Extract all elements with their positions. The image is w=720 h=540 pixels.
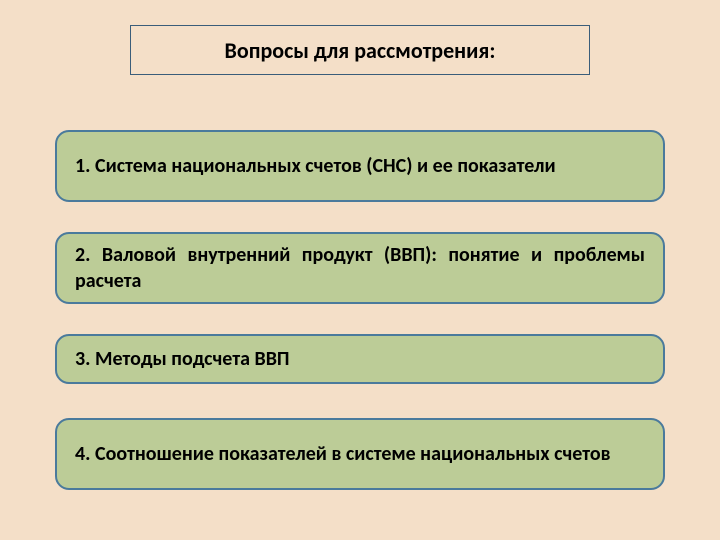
question-text-3: 3. Методы подсчета ВВП — [75, 346, 645, 372]
title-box: Вопросы для рассмотрения: — [130, 25, 590, 75]
question-text-4: 4. Соотношение показателей в системе нац… — [75, 441, 645, 467]
question-text-1: 1. Система национальных счетов (СНС) и е… — [75, 153, 645, 179]
question-text-2: 2. Валовой внутренний продукт (ВВП): пон… — [75, 242, 645, 294]
question-item-2: 2. Валовой внутренний продукт (ВВП): пон… — [55, 232, 665, 304]
question-item-1: 1. Система национальных счетов (СНС) и е… — [55, 130, 665, 202]
question-item-3: 3. Методы подсчета ВВП — [55, 334, 665, 384]
question-item-4: 4. Соотношение показателей в системе нац… — [55, 418, 665, 490]
slide-title: Вопросы для рассмотрения: — [225, 37, 496, 64]
